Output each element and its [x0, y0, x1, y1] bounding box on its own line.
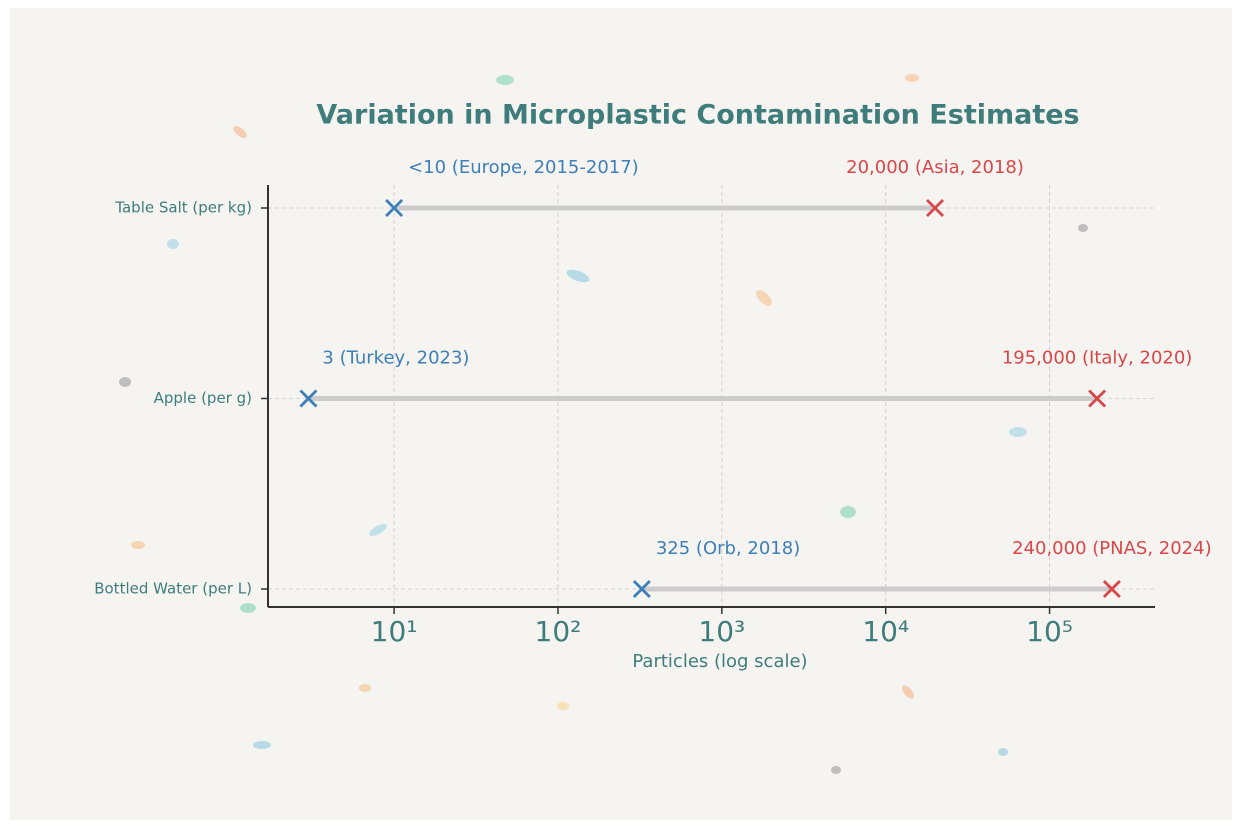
- x-tick-label: 10⁵: [1026, 615, 1073, 648]
- x-tick-label: 10²: [535, 615, 582, 648]
- value-label: 3 (Turkey, 2023): [322, 348, 469, 369]
- x-tick-label: 10⁴: [862, 615, 909, 648]
- y-tick-label: Apple (per g): [154, 389, 252, 407]
- y-tick-label: Bottled Water (per L): [94, 580, 252, 598]
- y-tick-label: Table Salt (per kg): [114, 199, 252, 217]
- x-tick-label: 10³: [698, 615, 745, 648]
- chart: Variation in Microplastic Contamination …: [0, 0, 1241, 828]
- value-label: 195,000 (Italy, 2020): [1002, 348, 1193, 369]
- x-tick-label: 10¹: [371, 615, 418, 648]
- page: Variation in Microplastic Contamination …: [0, 0, 1241, 828]
- x-axis-label: Particles (log scale): [632, 651, 807, 672]
- value-label: 240,000 (PNAS, 2024): [1012, 538, 1212, 559]
- value-label: 20,000 (Asia, 2018): [846, 157, 1024, 178]
- chart-title: Variation in Microplastic Contamination …: [316, 100, 1079, 131]
- value-label: 325 (Orb, 2018): [656, 538, 800, 559]
- value-label: <10 (Europe, 2015-2017): [408, 157, 639, 178]
